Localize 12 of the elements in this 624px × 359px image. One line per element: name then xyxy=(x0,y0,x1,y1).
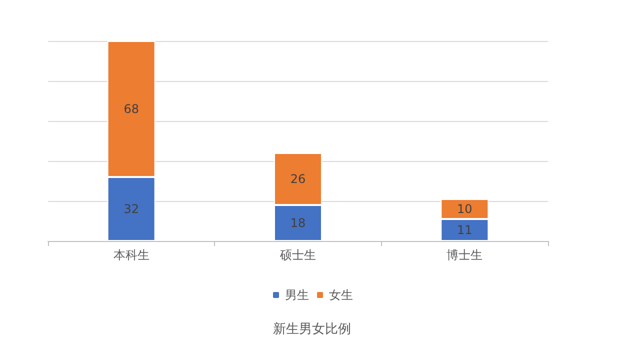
text: 新生男女比例 xyxy=(273,322,351,337)
x-tick-label: 硕士生 xyxy=(279,248,316,262)
legend-label: 女生 xyxy=(329,288,353,302)
x-tick-label: 本科生 xyxy=(113,248,150,262)
x-tick-label: 博士生 xyxy=(446,248,483,262)
data-label: 68 xyxy=(124,102,139,116)
data-label: 18 xyxy=(290,216,306,230)
data-label: 10 xyxy=(457,202,472,216)
data-label: 26 xyxy=(290,172,306,186)
data-label: 11 xyxy=(457,223,472,237)
legend-label: 男生 xyxy=(285,288,309,302)
data-label: 32 xyxy=(124,202,139,216)
